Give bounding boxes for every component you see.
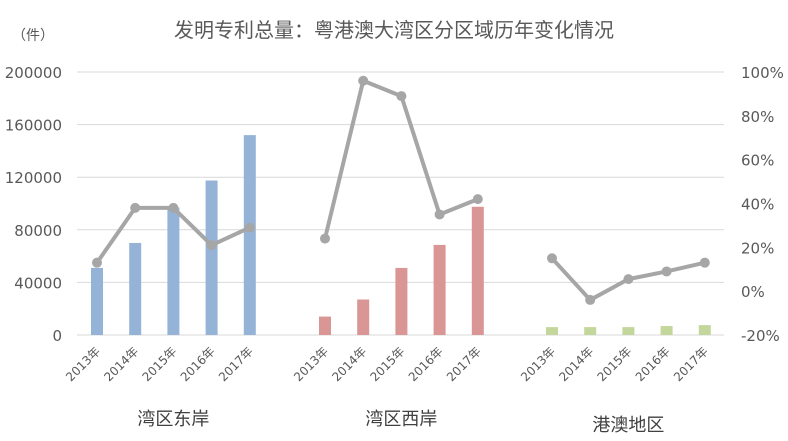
- right-axis-tick: 40%: [741, 196, 774, 214]
- bar: [395, 267, 408, 335]
- growth-line: [323, 78, 479, 240]
- growth-marker: [434, 209, 445, 220]
- growth-marker: [623, 274, 634, 285]
- growth-marker: [358, 75, 369, 86]
- x-axis-label: 2015年: [140, 344, 180, 384]
- x-axis-label: 2016年: [406, 344, 446, 384]
- bar: [433, 244, 446, 335]
- x-axis-label: 2013年: [518, 344, 558, 384]
- group-label: 港澳地区: [592, 415, 664, 436]
- x-axis-label: 2013年: [291, 344, 331, 384]
- x-axis-label: 2014年: [329, 344, 369, 384]
- growth-marker: [320, 233, 330, 244]
- x-axis-label: 2015年: [368, 344, 408, 384]
- chart-title: 发明专利总量：粤港澳大湾区分区域历年变化情况: [174, 18, 614, 42]
- growth-marker: [92, 257, 102, 268]
- growth-marker: [547, 253, 557, 264]
- right-axis-tick: 80%: [741, 108, 774, 126]
- bar: [243, 135, 256, 335]
- growth-marker: [130, 202, 141, 213]
- growth-marker: [661, 266, 672, 277]
- growth-marker: [206, 240, 217, 251]
- left-axis-tick: 120000: [5, 169, 62, 187]
- right-axis-tick: 60%: [741, 152, 774, 170]
- x-axis-label: 2013年: [63, 344, 103, 384]
- growth-marker: [585, 294, 596, 305]
- bar: [471, 206, 484, 335]
- bar: [357, 299, 370, 335]
- group-label: 湾区西岸: [365, 409, 437, 430]
- bar: [622, 327, 635, 335]
- bar: [129, 242, 142, 335]
- x-axis-label: 2016年: [178, 344, 218, 384]
- bar: [660, 326, 673, 335]
- x-axis-label: 2015年: [595, 344, 635, 384]
- growth-marker: [396, 91, 407, 102]
- bar: [698, 325, 711, 335]
- group-label: 湾区东岸: [137, 409, 209, 430]
- x-axis-label: 2016年: [633, 344, 673, 384]
- growth-marker: [699, 257, 710, 268]
- right-axis-tick: 100%: [741, 64, 784, 82]
- left-axis-tick: 40000: [14, 274, 62, 292]
- x-axis-label: 2014年: [556, 344, 596, 384]
- x-axis-label: 2017年: [216, 344, 256, 384]
- bar: [205, 180, 218, 335]
- bar: [319, 316, 331, 335]
- x-axis-label: 2017年: [671, 344, 711, 384]
- left-axis-tick: 80000: [14, 222, 62, 240]
- left-axis-unit: （件）: [12, 28, 54, 44]
- right-axis-tick: -20%: [741, 327, 780, 345]
- x-axis-label: 2017年: [444, 344, 484, 384]
- bar: [91, 267, 103, 335]
- bar: [167, 207, 180, 335]
- growth-marker: [168, 202, 179, 213]
- bar: [584, 327, 597, 335]
- left-axis-tick: 0: [52, 327, 62, 345]
- growth-marker: [244, 222, 255, 233]
- growth-marker: [472, 194, 483, 205]
- right-axis-tick: 20%: [741, 239, 774, 257]
- x-axis-label: 2014年: [101, 344, 141, 384]
- right-axis-tick: 0%: [741, 283, 765, 301]
- left-axis-tick: 160000: [5, 117, 62, 135]
- left-axis-tick: 200000: [5, 64, 62, 82]
- bar: [546, 327, 558, 335]
